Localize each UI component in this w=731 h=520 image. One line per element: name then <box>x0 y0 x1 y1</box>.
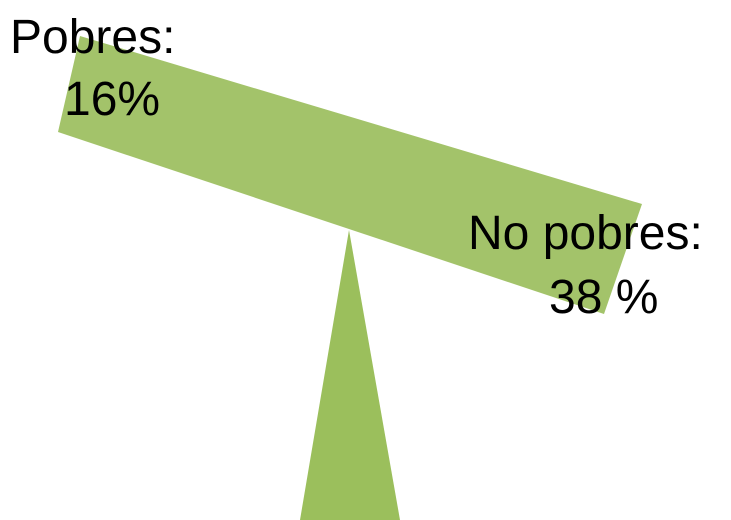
nonpoor-label: No pobres: <box>468 207 703 260</box>
nonpoor-value: 38 % <box>549 271 659 324</box>
poor-label: Pobres: <box>10 11 176 64</box>
balance-beam <box>58 36 642 314</box>
poor-value: 16% <box>64 73 161 126</box>
fulcrum-triangle <box>300 230 400 520</box>
